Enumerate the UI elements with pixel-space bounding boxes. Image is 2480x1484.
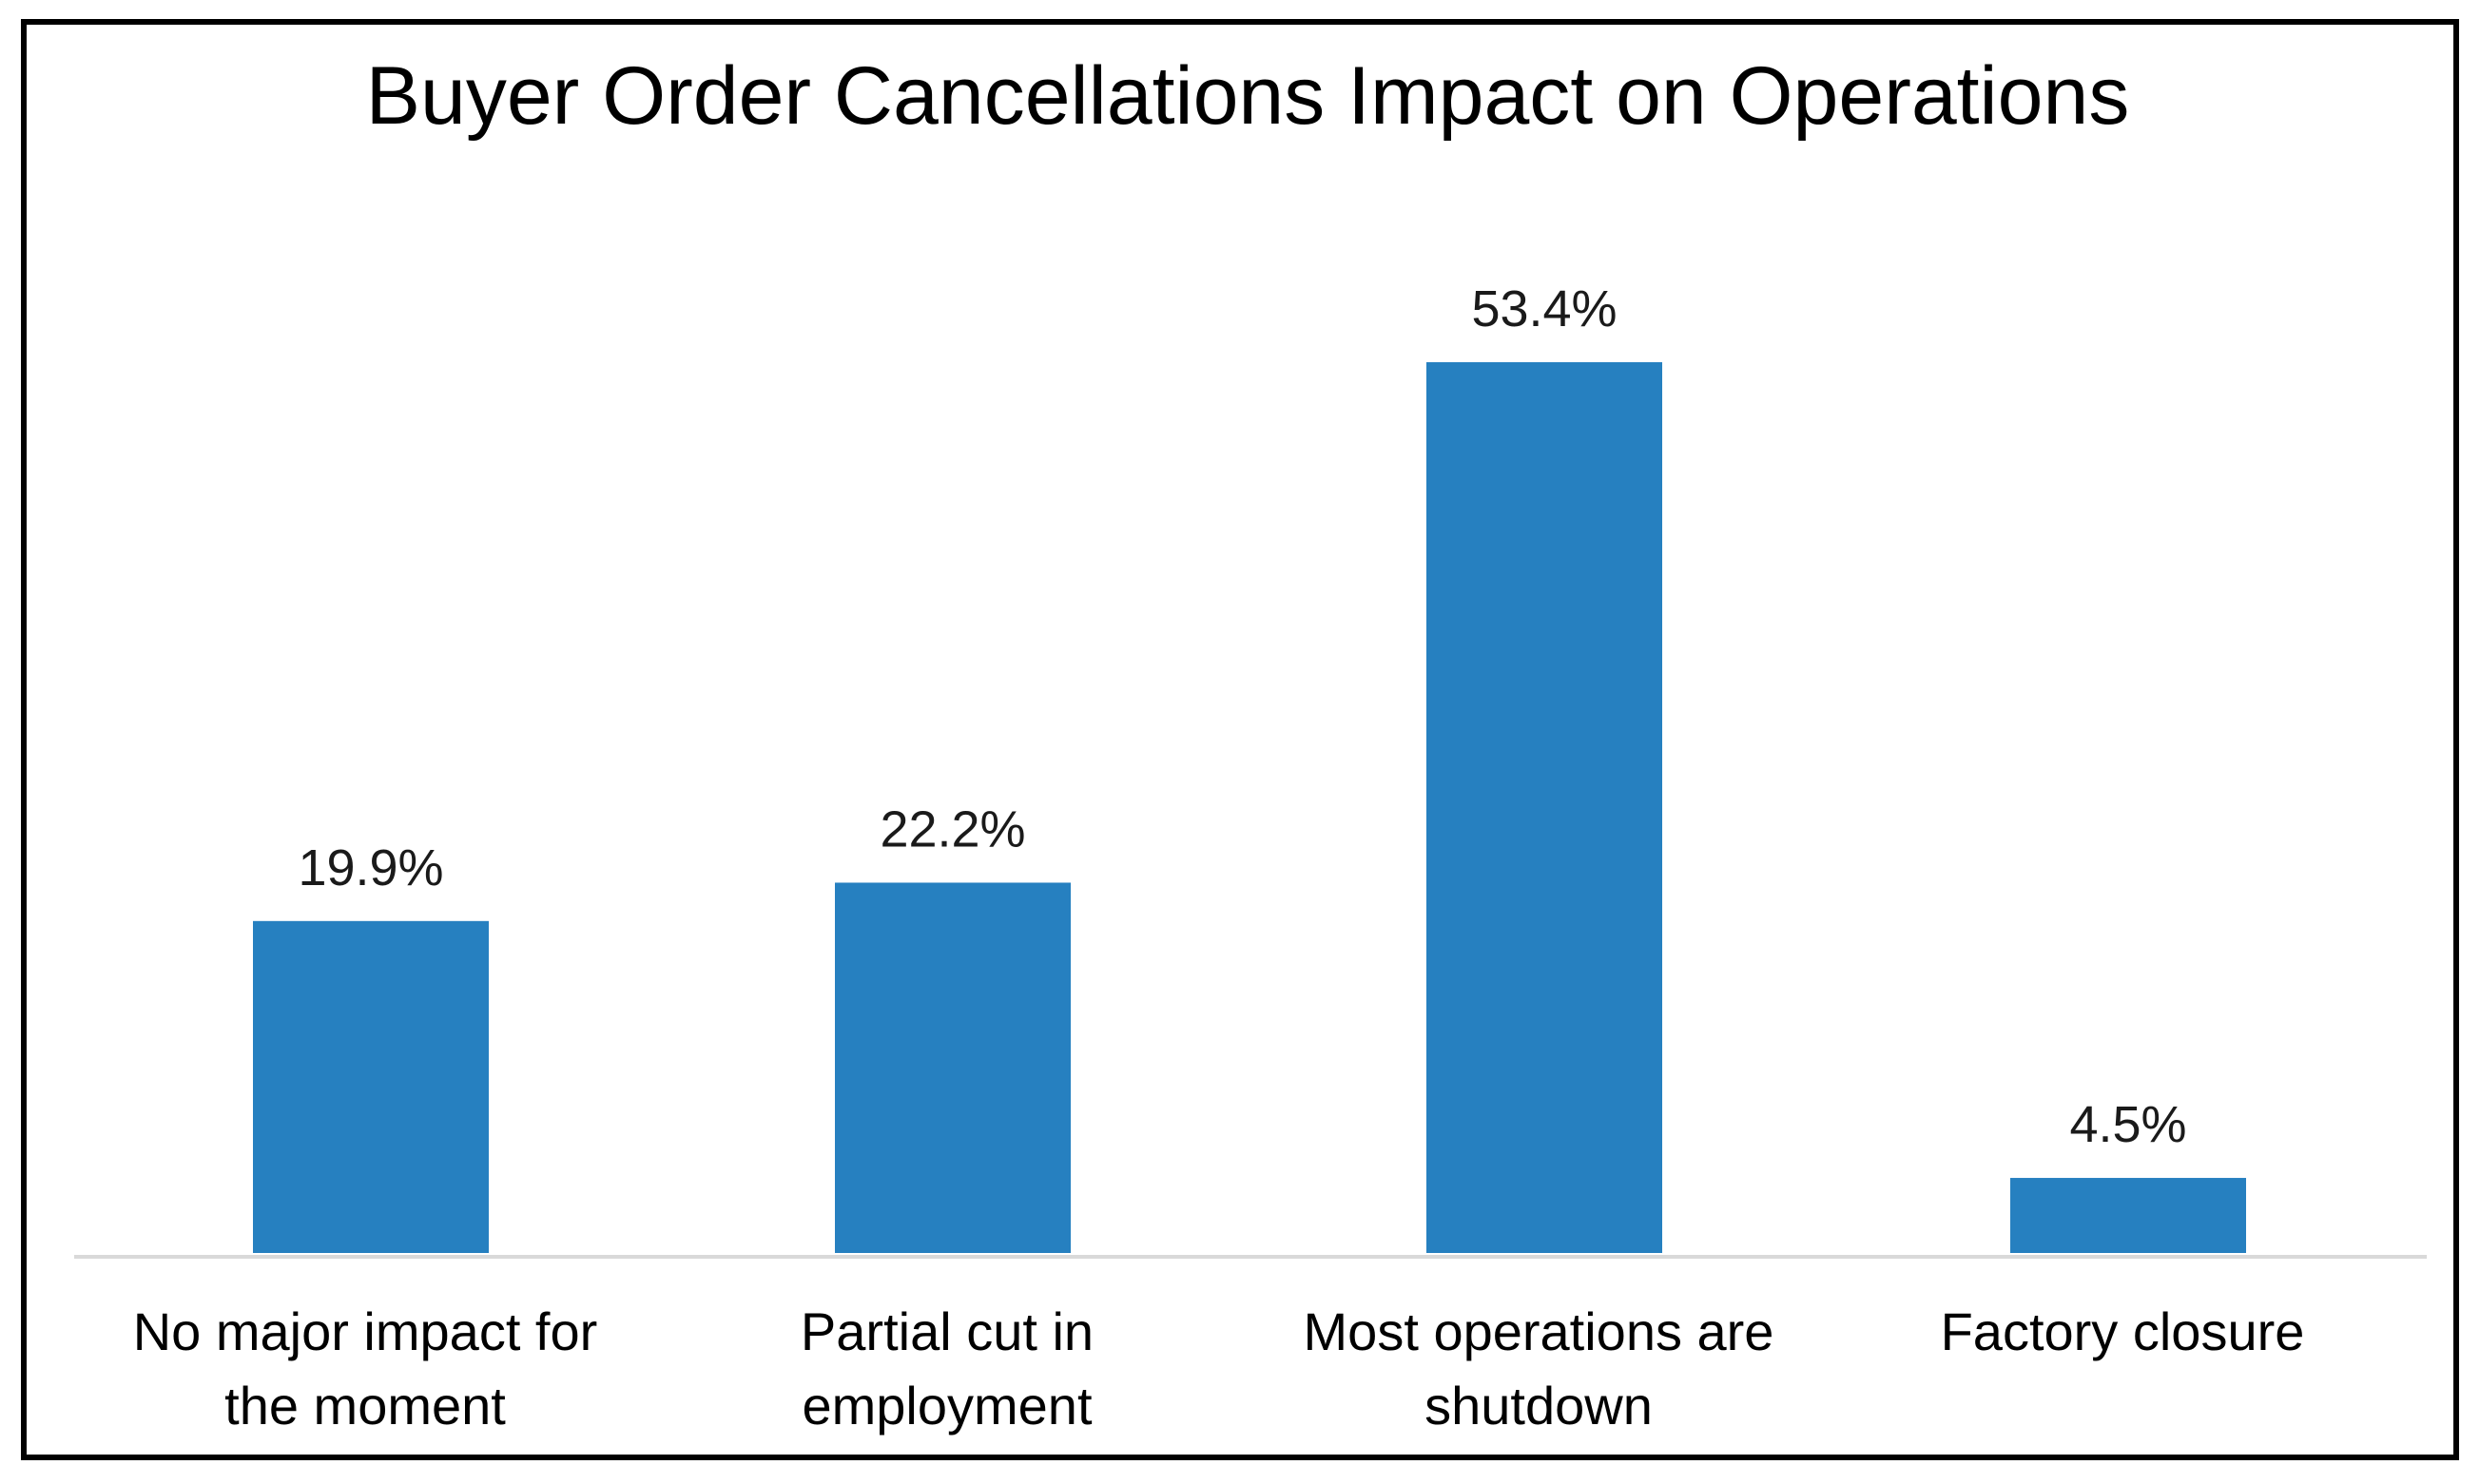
x-tick-label-2-line-1: Partial cut in: [801, 1301, 1094, 1361]
x-tick-label-3-line-1: Most operations are: [1304, 1301, 1774, 1361]
x-tick-label-1-line-1: No major impact for: [133, 1301, 598, 1361]
x-tick-label-4-line-1: Factory closure: [1941, 1301, 2305, 1361]
data-label-2: 22.2%: [880, 800, 1025, 858]
bars-layer: [253, 362, 2246, 1253]
ticks-layer: No major impact for the moment Partial cut…: [133, 1301, 2305, 1436]
bar-1: [253, 920, 489, 1253]
x-tick-label-3-line-2: shutdown: [1424, 1376, 1653, 1436]
data-label-4: 4.5%: [2069, 1096, 2186, 1153]
data-label-3: 53.4%: [1471, 280, 1617, 337]
chart-title: Buyer Order Cancellations Impact on Oper…: [366, 50, 2130, 142]
bar-2: [835, 882, 1071, 1253]
labels-layer: 19.9% 22.2% 53.4% 4.5%: [298, 280, 2186, 1153]
bar-4: [2010, 1178, 2246, 1253]
data-label-1: 19.9%: [298, 839, 443, 896]
bar-3: [1426, 362, 1662, 1253]
x-tick-label-1-line-2: the moment: [224, 1376, 506, 1436]
x-tick-label-2-line-2: employment: [802, 1376, 1092, 1436]
